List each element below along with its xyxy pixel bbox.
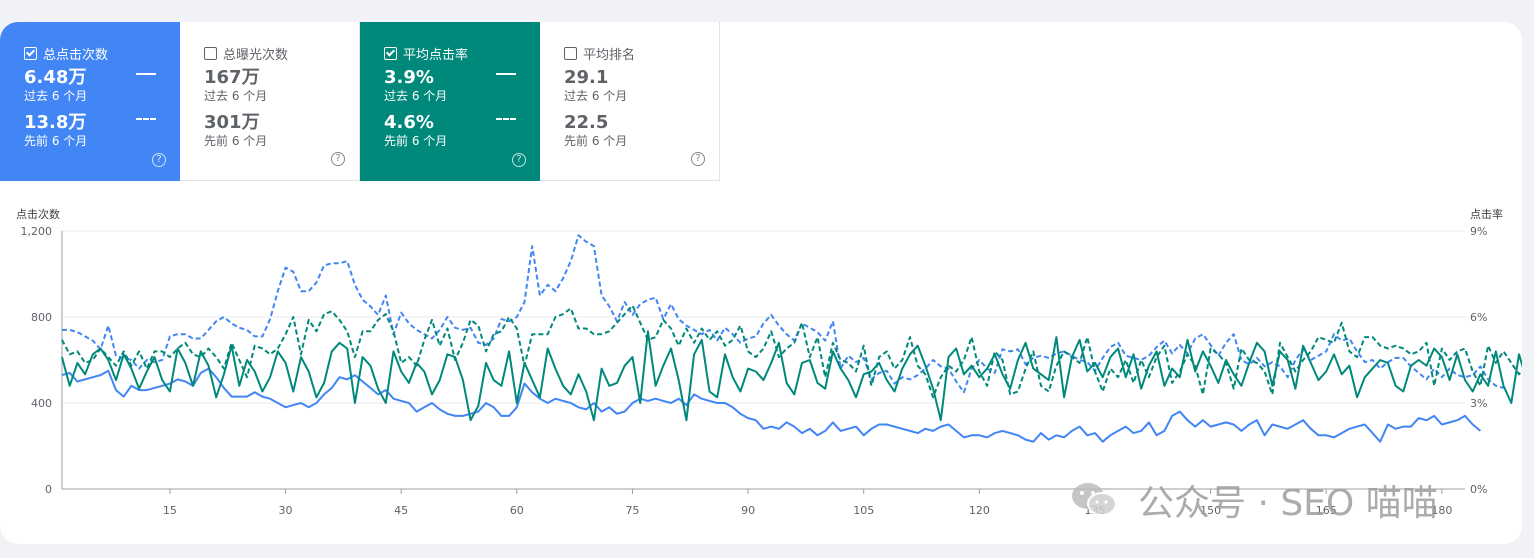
card-label: 总曝光次数 (223, 47, 289, 63)
y-left-tick-label: 0 (45, 483, 52, 496)
metric-value: 301万 (204, 112, 260, 133)
performance-panel: 总点击次数 6.48万 过去 6 个月 13.8万 先前 6 个月 ? 总曝光次… (0, 22, 1522, 544)
card-total-impressions[interactable]: 总曝光次数 167万 过去 6 个月 301万 先前 6 个月 ? (180, 22, 360, 181)
x-tick-label: 30 (279, 504, 293, 517)
metric-current: 3.9% 过去 6 个月 (384, 67, 540, 109)
card-label: 平均点击率 (403, 47, 469, 63)
metric-period: 过去 6 个月 (24, 89, 88, 103)
x-tick-label: 90 (741, 504, 755, 517)
metric-cards: 总点击次数 6.48万 过去 6 个月 13.8万 先前 6 个月 ? 总曝光次… (0, 22, 720, 181)
metric-previous: 22.5 先前 6 个月 (564, 112, 719, 154)
checkbox-checked-icon[interactable] (384, 46, 397, 60)
metric-value: 167万 (204, 67, 260, 88)
wechat-icon (1070, 480, 1118, 520)
card-header: 总点击次数 (24, 44, 180, 63)
metric-period: 先前 6 个月 (204, 134, 268, 148)
y-right-tick-label: 9% (1470, 225, 1487, 238)
y-left-tick-label: 1,200 (21, 225, 53, 238)
clicks-dashed-series-line (62, 234, 1504, 394)
metric-value: 4.6% (384, 112, 434, 133)
help-icon[interactable]: ? (331, 152, 345, 166)
x-tick-label: 180 (1431, 504, 1452, 517)
x-tick-label: 45 (394, 504, 408, 517)
y-right-tick-label: 6% (1470, 311, 1487, 324)
metric-previous: 301万 先前 6 个月 (204, 112, 359, 154)
dashed-line-icon (136, 118, 156, 120)
metric-period: 过去 6 个月 (564, 89, 628, 103)
y-right-tick-label: 0% (1470, 483, 1487, 496)
watermark: 公众号 · SEO 喵喵 (1070, 474, 1438, 526)
checkbox-unchecked-icon[interactable] (564, 46, 577, 60)
clicks-solid-series-line (61, 367, 1482, 443)
metric-current: 6.48万 过去 6 个月 (24, 67, 180, 109)
card-header: 平均点击率 (384, 44, 540, 63)
x-tick-label: 120 (969, 504, 990, 517)
y-axis-left-label: 点击次数 (16, 208, 60, 221)
metric-period: 过去 6 个月 (204, 89, 268, 103)
solid-line-icon (496, 73, 516, 75)
watermark-text: 公众号 · SEO 喵喵 (1138, 483, 1438, 524)
metric-period: 先前 6 个月 (24, 134, 88, 148)
help-icon[interactable]: ? (512, 153, 526, 167)
x-tick-label: 150 (1200, 504, 1221, 517)
checkbox-unchecked-icon[interactable] (204, 46, 217, 60)
metric-current: 29.1 过去 6 个月 (564, 67, 719, 109)
metric-value: 6.48万 (24, 67, 87, 88)
y-right-tick-label: 3% (1470, 397, 1487, 410)
x-tick-label: 15 (163, 504, 177, 517)
x-tick-label: 75 (625, 504, 639, 517)
card-label: 总点击次数 (43, 47, 109, 63)
metric-previous: 4.6% 先前 6 个月 (384, 112, 540, 154)
help-icon[interactable]: ? (691, 152, 705, 166)
card-average-position[interactable]: 平均排名 29.1 过去 6 个月 22.5 先前 6 个月 ? (540, 22, 720, 181)
performance-chart[interactable]: 0 0% 400 3% 800 6% 1,200 9% 15 30 45 60 75 90 105 120 13… (0, 22, 1522, 544)
metric-period: 过去 6 个月 (384, 89, 448, 103)
metric-value: 22.5 (564, 112, 609, 133)
card-header: 平均排名 (564, 44, 719, 63)
dashed-line-icon (496, 118, 516, 120)
x-tick-label: 165 (1316, 504, 1337, 517)
x-tick-label: 60 (510, 504, 524, 517)
metric-period: 先前 6 个月 (564, 134, 628, 148)
help-icon[interactable]: ? (152, 153, 166, 167)
card-total-clicks[interactable]: 总点击次数 6.48万 过去 6 个月 13.8万 先前 6 个月 ? (0, 22, 180, 181)
card-average-ctr[interactable]: 平均点击率 3.9% 过去 6 个月 4.6% 先前 6 个月 ? (360, 22, 540, 181)
y-left-tick-label: 400 (31, 397, 52, 410)
metric-current: 167万 过去 6 个月 (204, 67, 359, 109)
checkbox-checked-icon[interactable] (24, 46, 37, 60)
card-label: 平均排名 (583, 47, 636, 63)
ctr-solid-series-line (61, 330, 1522, 422)
metric-value: 13.8万 (24, 112, 87, 133)
x-tick-label: 105 (853, 504, 874, 517)
ctr-dashed-series-line (61, 304, 1522, 399)
y-axis-right-label: 点击率 (1470, 208, 1503, 221)
solid-line-icon (136, 73, 156, 75)
metric-value: 3.9% (384, 67, 434, 88)
metric-period: 先前 6 个月 (384, 134, 448, 148)
card-header: 总曝光次数 (204, 44, 359, 63)
y-left-tick-label: 800 (31, 311, 52, 324)
metric-value: 29.1 (564, 67, 609, 88)
metric-previous: 13.8万 先前 6 个月 (24, 112, 180, 154)
